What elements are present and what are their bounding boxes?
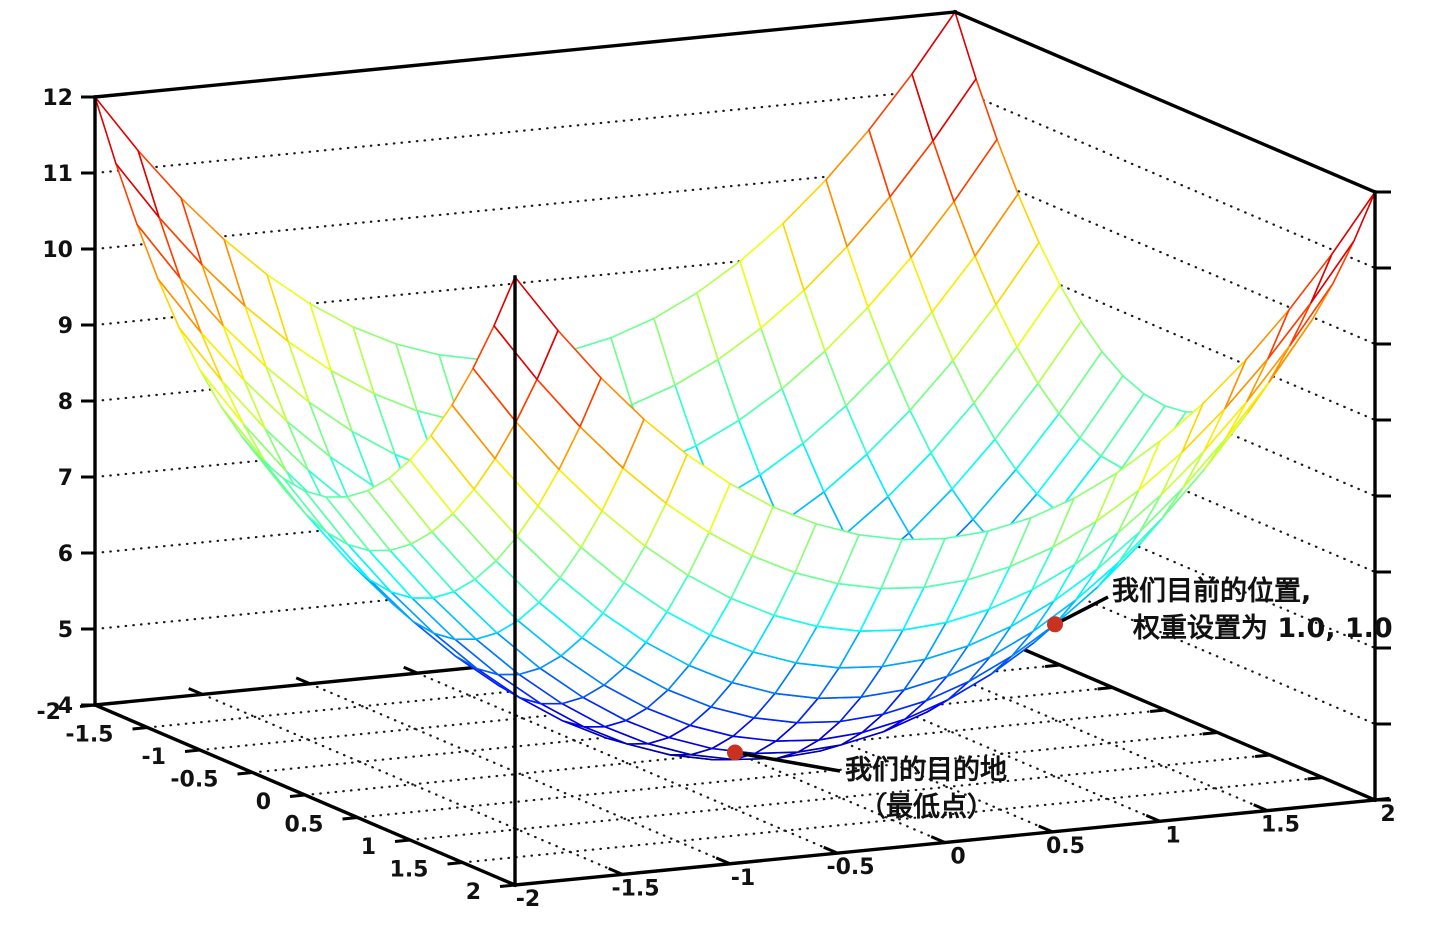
svg-text:5: 5	[58, 618, 73, 643]
svg-text:9: 9	[58, 314, 73, 339]
svg-text:0.5: 0.5	[285, 813, 324, 838]
svg-text:-1.5: -1.5	[65, 723, 113, 748]
annotation-current-position-line1: 我们目前的位置,	[1112, 576, 1312, 607]
svg-text:0: 0	[950, 845, 965, 870]
annotation-marker-dot	[727, 744, 743, 761]
svg-text:1.5: 1.5	[1261, 813, 1300, 838]
svg-text:1: 1	[361, 835, 376, 860]
annotation-destination-line2: （最低点）	[859, 792, 994, 823]
svg-text:-2: -2	[37, 700, 61, 725]
svg-text:11: 11	[42, 162, 73, 187]
svg-text:4: 4	[58, 694, 73, 719]
svg-text:8: 8	[58, 390, 73, 415]
svg-text:2: 2	[1380, 802, 1395, 827]
annotation-current-position-line2: 权重设置为 1.0, 1.0	[1133, 613, 1393, 644]
svg-text:-1.5: -1.5	[611, 876, 659, 901]
svg-text:0: 0	[256, 790, 271, 815]
svg-text:-1: -1	[142, 745, 166, 770]
svg-text:2: 2	[466, 880, 481, 905]
annotation-current-position: 我们目前的位置, 权重设置为 1.0, 1.0	[1112, 573, 1393, 647]
svg-text:0.5: 0.5	[1046, 834, 1085, 859]
annotation-destination-line1: 我们的目的地	[845, 755, 1007, 786]
svg-text:-2: -2	[516, 887, 540, 912]
svg-text:10: 10	[42, 238, 73, 263]
annotation-destination: 我们的目的地 （最低点）	[845, 752, 1007, 826]
svg-text:7: 7	[58, 466, 73, 491]
svg-text:1: 1	[1165, 823, 1180, 848]
svg-text:-0.5: -0.5	[170, 768, 218, 793]
svg-text:-0.5: -0.5	[826, 855, 874, 880]
svg-text:6: 6	[58, 542, 73, 567]
svg-text:1.5: 1.5	[390, 858, 429, 883]
svg-text:-1: -1	[731, 866, 755, 891]
annotation-marker-dot	[1047, 616, 1063, 633]
svg-text:12: 12	[42, 86, 73, 111]
